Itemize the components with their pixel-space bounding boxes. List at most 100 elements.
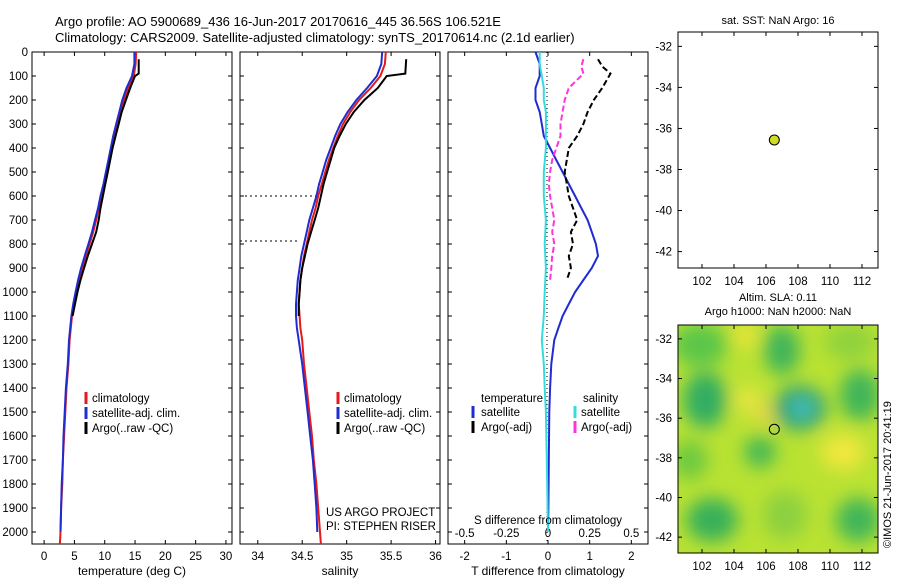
map-y-tick-label: -38 <box>655 453 672 465</box>
legend-argo: Argo(..raw -QC) <box>344 423 425 435</box>
difference-s-axis-label: S difference from climatology <box>474 515 622 527</box>
map-y-tick-label: -40 <box>655 206 672 218</box>
float-location-marker <box>768 423 780 435</box>
project-line-1: US ARGO PROJECT <box>326 507 435 519</box>
depth-tick-label: 0 <box>22 47 28 59</box>
x-tick-label: 35.5 <box>380 551 402 563</box>
difference-legend: temperature salinity satellite Argo(-adj… <box>471 393 632 434</box>
x-tick-label: 15 <box>129 551 142 563</box>
map-x-tick-label: 112 <box>853 276 871 288</box>
legend-argo: Argo(..raw -QC) <box>92 423 173 435</box>
x-tick-label: 0 <box>41 551 47 563</box>
axes-layer: 0100200300400500600700800900100011001200… <box>2 32 878 573</box>
map-y-tick-label: -34 <box>655 82 672 94</box>
map-x-tick-label: 108 <box>788 276 807 288</box>
legend-satellite-adj: satellite-adj. clim. <box>344 408 432 420</box>
salinity-legend: climatology satellite-adj. clim. Argo(..… <box>336 392 432 435</box>
map-x-tick-label: 104 <box>724 561 744 573</box>
x-tick-label: 30 <box>220 551 233 563</box>
map-y-tick-label: -38 <box>655 164 672 176</box>
map-x-tick-label: 102 <box>692 561 711 573</box>
map-x-tick-label: 104 <box>724 276 744 288</box>
x-tick-label: 25 <box>189 551 202 563</box>
x-tick-label: 34.5 <box>291 551 313 563</box>
series-line-argo-raw-qc <box>297 59 408 316</box>
series-line-satellite <box>538 52 549 533</box>
project-line-2: PI: STEPHEN RISER <box>326 521 436 533</box>
lines-layer <box>58 51 612 545</box>
depth-tick-label: 700 <box>9 215 28 227</box>
depth-tick-label: 1800 <box>2 479 28 491</box>
x2-tick-label: 0 <box>545 528 551 540</box>
depth-tick-label: 1300 <box>2 359 28 371</box>
salinity-panel <box>239 51 441 545</box>
difference-t-axis-label: T difference from climatology <box>471 564 625 578</box>
legend-title-salinity: salinity <box>583 393 618 405</box>
legend-sal-argo: Argo(-adj) <box>581 422 632 434</box>
map-y-tick-label: -40 <box>655 492 672 504</box>
depth-tick-label: 1600 <box>2 431 28 443</box>
map-x-tick-label: 106 <box>756 276 775 288</box>
map-x-tick-label: 102 <box>692 276 711 288</box>
x-tick-label: 1 <box>586 551 592 563</box>
x2-tick-label: -0.25 <box>493 528 519 540</box>
sla-map-title: Altim. SLA: 0.11 <box>739 292 817 304</box>
map-x-tick-label: 106 <box>756 561 775 573</box>
map-x-tick-label: 110 <box>821 561 839 573</box>
float-location-marker <box>768 134 780 146</box>
x-tick-label: -1 <box>501 551 511 563</box>
depth-tick-label: 2000 <box>2 527 28 539</box>
depth-tick-label: 300 <box>9 119 28 131</box>
x-tick-label: 34 <box>251 551 264 563</box>
legend-climatology: climatology <box>92 393 150 405</box>
legend-temp-argo: Argo(-adj) <box>481 422 532 434</box>
imos-credit: ©IMOS 21-Jun-2017 20:41:19 <box>882 401 894 548</box>
series-line-satellite <box>534 51 600 533</box>
x2-tick-label: -0.5 <box>455 528 475 540</box>
markers-layer <box>768 134 780 435</box>
legend-temp-satellite: satellite <box>481 407 520 419</box>
temperature-panel <box>31 51 233 545</box>
depth-tick-label: 1100 <box>3 311 28 323</box>
map-y-tick-label: -42 <box>655 247 672 259</box>
series-line-satellite-adj-clim <box>59 52 136 533</box>
depth-tick-label: 1200 <box>2 335 28 347</box>
depth-tick-label: 900 <box>9 263 28 275</box>
depth-tick-label: 600 <box>9 191 28 203</box>
depth-tick-label: 400 <box>9 143 28 155</box>
depth-tick-label: 200 <box>9 95 28 107</box>
title-line-1: Argo profile: AO 5900689_436 16-Jun-2017… <box>55 14 501 29</box>
location-map-title: sat. SST: NaN Argo: 16 <box>721 15 834 27</box>
series-line-climatology <box>58 51 138 545</box>
legend-title-temperature: temperature <box>481 393 543 405</box>
title-line-2: Climatology: CARS2009. Satellite-adjuste… <box>55 30 575 45</box>
series-line-argo-adj <box>547 58 585 281</box>
sla-map-panel <box>677 324 879 554</box>
depth-tick-label: 800 <box>9 239 28 251</box>
map-x-tick-label: 112 <box>853 561 871 573</box>
x-tick-label: 35 <box>340 551 353 563</box>
x-tick-label: 2 <box>628 551 634 563</box>
legend-satellite-adj: satellite-adj. clim. <box>92 408 180 420</box>
temperature-axis-label: temperature (deg C) <box>78 564 186 578</box>
depth-tick-label: 100 <box>9 71 28 83</box>
map-y-tick-label: -32 <box>655 334 672 346</box>
map-x-tick-label: 108 <box>788 561 807 573</box>
location-map-panel <box>677 31 879 269</box>
x-tick-label: 36 <box>429 551 442 563</box>
legend-climatology: climatology <box>344 393 402 405</box>
x-tick-label: 10 <box>98 551 111 563</box>
map-x-tick-label: 110 <box>821 276 839 288</box>
map-y-tick-label: -36 <box>655 413 672 425</box>
map-y-tick-label: -34 <box>655 374 672 386</box>
x-tick-label: 0 <box>545 551 551 563</box>
series-line-argo-raw-qc <box>71 59 140 317</box>
x-tick-label: 20 <box>159 551 172 563</box>
legend-sal-satellite: satellite <box>581 407 620 419</box>
sla-map-subtitle: Argo h1000: NaN h2000: NaN <box>705 306 852 318</box>
series-line-climatology <box>297 51 387 545</box>
salinity-axis-label: salinity <box>322 564 359 578</box>
x2-tick-label: 0.5 <box>623 528 639 540</box>
depth-tick-label: 500 <box>9 167 28 179</box>
